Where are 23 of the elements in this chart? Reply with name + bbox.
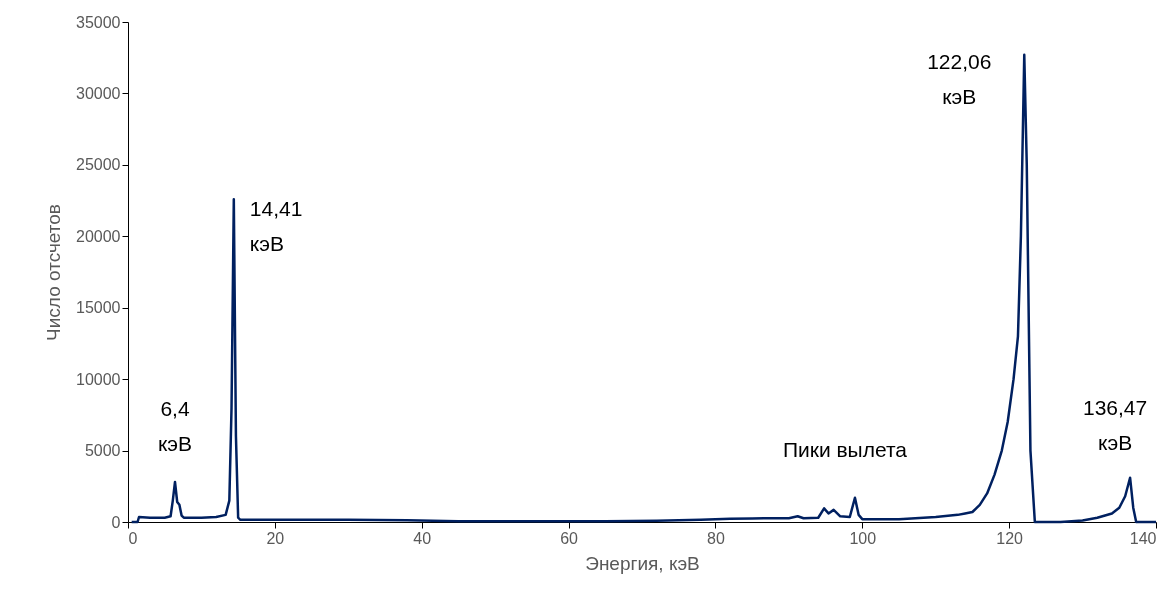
annotation: 6,4 кэВ xyxy=(157,397,193,455)
x-tick-label: 40 xyxy=(413,529,432,547)
y-tick-label: 20000 xyxy=(76,227,121,245)
x-tick-label: 60 xyxy=(560,529,579,547)
y-tick-label: 30000 xyxy=(76,84,121,102)
x-tick-label: 0 xyxy=(128,529,138,547)
x-tick-label: 20 xyxy=(266,529,285,547)
annotation: 122,06 кэВ xyxy=(927,49,992,108)
y-tick-label: 10000 xyxy=(76,370,121,388)
y-axis-title: Число отсчетов xyxy=(43,204,65,341)
y-tick-label: 0 xyxy=(111,513,121,531)
x-axis-title: Энергия, кэВ xyxy=(585,552,700,574)
x-tick-label: 100 xyxy=(849,529,877,547)
y-tick-label: 5000 xyxy=(84,442,121,460)
x-tick-label: 120 xyxy=(996,529,1024,547)
y-tick-label: 35000 xyxy=(76,13,121,31)
x-tick-label: 140 xyxy=(1129,529,1157,547)
annotation: 136,47 кэВ xyxy=(1082,395,1148,454)
y-tick-label: 25000 xyxy=(76,156,121,174)
annotation: Пики вылета xyxy=(782,437,908,461)
x-tick-label: 80 xyxy=(707,529,725,547)
y-tick-label: 15000 xyxy=(76,299,121,317)
annotation: 14,41 кэВ xyxy=(249,197,303,256)
